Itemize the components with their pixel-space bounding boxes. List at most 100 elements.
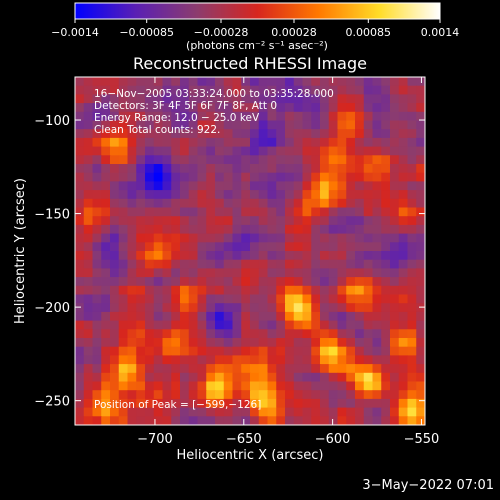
heatmap-cell	[75, 77, 85, 87]
heatmap-cell	[83, 398, 94, 409]
colorbar-tick-label: 0.0014	[421, 26, 460, 39]
heatmap-cell	[206, 329, 216, 339]
heatmap-cell	[223, 120, 234, 130]
heatmap-cell	[118, 364, 129, 374]
heatmap-cell	[372, 224, 382, 235]
heatmap-cell	[188, 355, 199, 365]
heatmap-cell	[110, 224, 120, 235]
heatmap-cell	[83, 259, 94, 269]
heatmap-cell	[83, 207, 94, 217]
heatmap-cell	[250, 303, 260, 313]
heatmap-cell	[215, 198, 225, 209]
heatmap-cell	[171, 355, 181, 365]
heatmap-cell	[311, 398, 321, 409]
heatmap-cell	[285, 103, 295, 113]
heatmap-cell	[101, 251, 111, 261]
heatmap-cell	[407, 120, 417, 130]
heatmap-cell	[241, 390, 251, 400]
heatmap-cell	[118, 251, 129, 261]
heatmap-cell	[83, 364, 94, 374]
heatmap-cell	[267, 172, 277, 182]
heatmap-cell	[206, 146, 216, 156]
heatmap-cell	[416, 355, 425, 365]
heatmap-cell	[215, 372, 225, 383]
heatmap-cell	[153, 164, 164, 174]
heatmap-cell	[153, 207, 164, 217]
heatmap-cell	[171, 390, 181, 400]
heatmap-cell	[363, 172, 374, 182]
heatmap-cell	[241, 338, 251, 348]
heatmap-cell	[223, 294, 234, 304]
heatmap-cell	[153, 190, 164, 200]
heatmap-cell	[250, 164, 260, 174]
heatmap-cell	[285, 277, 295, 287]
heatmap-cell	[101, 233, 111, 243]
heatmap-cell	[171, 207, 181, 217]
heatmap-cell	[355, 94, 365, 104]
heatmap-cell	[355, 172, 365, 182]
heatmap-cell	[320, 181, 330, 191]
heatmap-cell	[241, 120, 251, 130]
heatmap-cell	[223, 224, 234, 235]
heatmap-cell	[355, 120, 365, 130]
heatmap-cell	[258, 111, 269, 122]
heatmap-cell	[355, 224, 365, 235]
heatmap-cell	[162, 198, 172, 209]
heatmap-cell	[188, 398, 199, 409]
heatmap-cell	[75, 294, 85, 304]
heatmap-cell	[337, 259, 347, 269]
heatmap-cell	[346, 216, 356, 226]
heatmap-cell	[206, 155, 216, 165]
heatmap-cell	[153, 198, 164, 209]
heatmap-cell	[197, 407, 207, 417]
heatmap-cell	[276, 103, 286, 113]
heatmap-cell	[188, 224, 199, 235]
heatmap-cell	[232, 111, 242, 122]
heatmap-cell	[390, 172, 400, 182]
heatmap-cell	[390, 216, 400, 226]
heatmap-cell	[197, 198, 207, 209]
heatmap-cell	[197, 355, 207, 365]
heatmap-cell	[206, 120, 216, 130]
heatmap-cell	[416, 338, 425, 348]
heatmap-cell	[398, 251, 409, 261]
heatmap-cell	[276, 129, 286, 139]
heatmap-cell	[390, 329, 400, 339]
heatmap-cell	[153, 85, 164, 95]
heatmap-cell	[407, 329, 417, 339]
heatmap-cell	[215, 277, 225, 287]
heatmap-cell	[390, 85, 400, 95]
heatmap-cell	[153, 146, 164, 156]
heatmap-cell	[118, 407, 129, 417]
heatmap-cell	[232, 198, 242, 209]
heatmap-cell	[197, 303, 207, 313]
heatmap-cell	[101, 172, 111, 182]
heatmap-cell	[258, 259, 269, 269]
heatmap-cell	[267, 294, 277, 304]
heatmap-cell	[110, 320, 120, 330]
heatmap-cell	[302, 198, 312, 209]
heatmap-cell	[267, 398, 277, 409]
heatmap-cell	[92, 320, 102, 330]
heatmap-cell	[363, 155, 374, 165]
heatmap-cell	[153, 77, 164, 87]
heatmap-cell	[398, 259, 409, 269]
heatmap-cell	[153, 372, 164, 383]
heatmap-cell	[101, 259, 111, 269]
heatmap-cell	[328, 129, 339, 139]
heatmap-cell	[145, 207, 155, 217]
heatmap-cell	[311, 303, 321, 313]
heatmap-cell	[372, 294, 382, 304]
heatmap-cell	[241, 164, 251, 174]
colorbar-ticks: −0.0014 −0.00085 −0.00028 0.00028 0.00085 0.0…	[51, 19, 459, 39]
heatmap-cell	[232, 364, 242, 374]
heatmap-cell	[110, 416, 120, 425]
heatmap-cell	[363, 381, 374, 391]
heatmap-cell	[145, 329, 155, 339]
heatmap-cell	[101, 355, 111, 365]
heatmap-cell	[328, 85, 339, 95]
heatmap-cell	[223, 111, 234, 122]
heatmap-cell	[355, 398, 365, 409]
heatmap-cell	[320, 390, 330, 400]
heatmap-cell	[223, 355, 234, 365]
